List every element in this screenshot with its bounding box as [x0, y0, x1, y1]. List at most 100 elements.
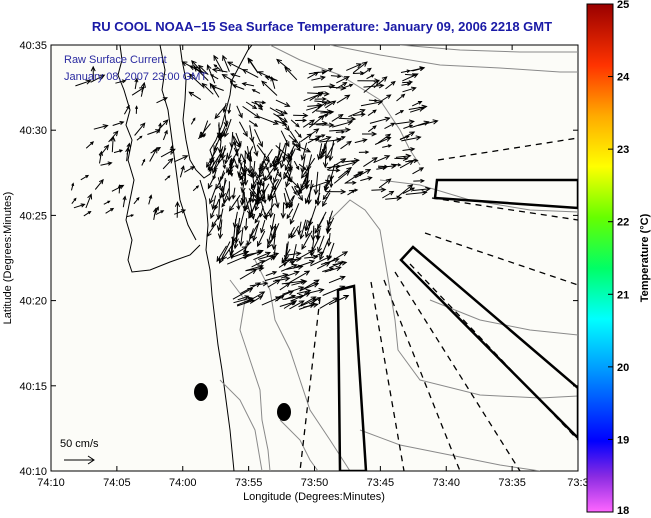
current-vector-head: [207, 164, 213, 171]
current-vector: [405, 191, 427, 195]
current-vector-head: [412, 73, 419, 79]
current-vector-head: [337, 261, 344, 267]
x-tick-label: 74:10: [37, 477, 65, 489]
current-vector-head: [211, 204, 217, 211]
current-vector: [290, 203, 300, 224]
current-vector-head: [340, 158, 347, 164]
current-vector-head: [310, 296, 317, 302]
current-vector-head: [98, 150, 104, 156]
current-vector: [282, 286, 304, 295]
current-vector: [273, 152, 281, 167]
current-vector-head: [293, 191, 297, 196]
current-vector: [243, 164, 253, 178]
current-vector-head: [240, 181, 245, 187]
current-vector-head: [344, 170, 351, 176]
current-vector-head: [367, 67, 372, 73]
current-vector: [237, 217, 241, 229]
current-vector: [265, 271, 277, 277]
current-vector: [329, 129, 350, 132]
current-vector: [261, 80, 278, 96]
current-vector: [237, 211, 245, 235]
current-vector-head: [281, 117, 288, 123]
current-vector-head: [191, 60, 197, 66]
current-vector: [317, 235, 325, 252]
current-vector: [240, 227, 244, 246]
current-vector: [318, 114, 328, 119]
current-vector: [314, 211, 327, 234]
colorbar-tick-label: 21: [617, 289, 629, 301]
current-vector-head: [301, 243, 307, 251]
current-vector-head: [344, 127, 351, 133]
current-vector: [304, 256, 318, 259]
current-vector: [305, 171, 307, 186]
current-vector-head: [110, 135, 116, 142]
current-vector: [232, 287, 253, 300]
current-vector-head: [174, 201, 181, 208]
colorbar-tick-label: 22: [617, 217, 629, 229]
current-vector-head: [287, 166, 294, 173]
current-vector-head: [229, 159, 235, 166]
current-vector: [315, 171, 319, 195]
current-vector-head: [309, 259, 316, 265]
current-vector-head: [385, 178, 392, 184]
current-vector: [280, 271, 299, 279]
current-vector: [273, 169, 279, 183]
current-vector: [241, 174, 244, 186]
current-vector: [380, 94, 391, 103]
current-vector: [404, 73, 416, 76]
current-vector: [232, 187, 236, 199]
survey-boxes: [336, 178, 578, 471]
current-vector-head: [408, 119, 415, 125]
current-vector: [367, 125, 377, 133]
current-vector-head: [239, 200, 245, 207]
current-vector-head: [314, 227, 320, 235]
current-vector-head: [283, 173, 289, 180]
x-tick-label: 74:05: [103, 477, 131, 489]
current-vector: [384, 122, 395, 130]
current-vector-head: [217, 148, 223, 154]
current-vector: [288, 134, 297, 143]
current-vector: [233, 143, 238, 153]
current-vector-head: [109, 207, 115, 212]
current-vector-head: [312, 302, 319, 308]
current-vector: [251, 170, 255, 189]
current-vector-head: [302, 166, 307, 171]
current-vector-head: [103, 144, 110, 151]
current-vector: [243, 191, 246, 211]
current-vector: [174, 155, 188, 163]
current-vector-head: [258, 172, 264, 179]
current-vector-head: [292, 138, 297, 144]
current-vector-head: [264, 75, 271, 81]
current-vector-head: [362, 138, 368, 143]
current-vector: [272, 277, 290, 282]
current-vector-head: [285, 181, 291, 188]
current-vector: [328, 233, 331, 246]
current-vector-head: [227, 109, 232, 115]
current-vector: [209, 187, 217, 204]
current-vector-head: [136, 196, 140, 201]
current-vector: [267, 178, 280, 200]
current-vector: [257, 230, 266, 247]
current-vector-head: [287, 290, 294, 296]
current-vector-head: [306, 198, 312, 205]
current-vector: [337, 167, 352, 179]
current-vector-head: [270, 193, 276, 200]
current-vector-head: [276, 171, 282, 178]
current-vector-head: [284, 164, 290, 172]
y-tick-label: 40:25: [19, 210, 47, 222]
current-vector: [318, 136, 331, 142]
current-vector-head: [331, 100, 337, 106]
colorbar-tick-label: 24: [617, 72, 630, 84]
current-vector-head: [341, 130, 346, 134]
scale-label: 50 cm/s: [60, 438, 99, 450]
current-vector-head: [218, 185, 224, 192]
current-vector-head: [321, 134, 326, 138]
current-vector-head: [300, 167, 306, 174]
current-vector-head: [236, 142, 241, 149]
current-vector-head: [309, 303, 316, 309]
current-vector-head: [261, 189, 266, 195]
current-vector-head: [407, 184, 414, 190]
colorbar-tick-label: 25: [617, 0, 629, 11]
current-vector-head: [280, 295, 285, 300]
current-vector: [335, 131, 345, 133]
